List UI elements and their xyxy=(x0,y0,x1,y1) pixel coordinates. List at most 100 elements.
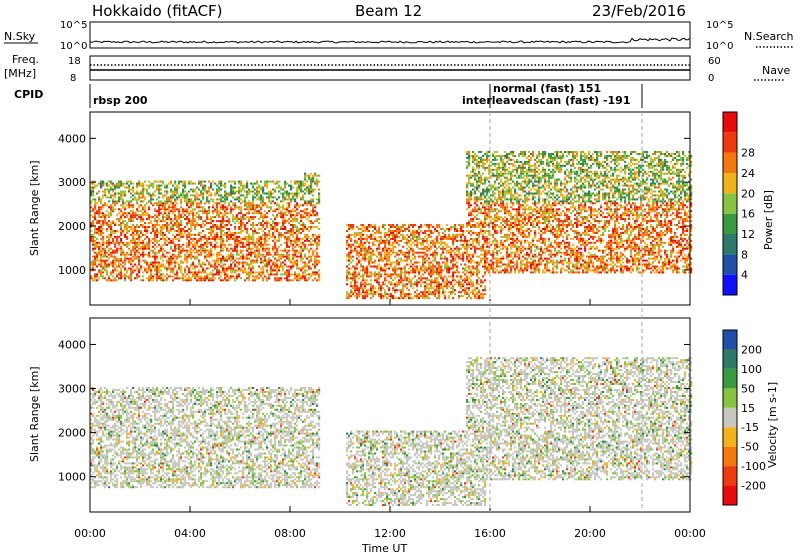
heat-cell xyxy=(180,228,183,230)
heat-cell xyxy=(356,261,359,264)
heat-cell xyxy=(234,239,237,242)
heat-cell xyxy=(262,243,265,246)
heat-cell xyxy=(444,265,447,268)
heat-cell xyxy=(120,204,123,207)
heat-cell xyxy=(482,155,485,157)
heat-cell xyxy=(146,190,149,193)
heat-cell xyxy=(424,259,427,262)
heat-cell xyxy=(202,180,205,183)
heat-cell xyxy=(484,237,487,240)
heat-cell xyxy=(232,247,235,250)
heat-cell xyxy=(172,228,175,230)
heat-cell xyxy=(394,291,397,294)
heat-cell xyxy=(120,263,123,266)
heat-cell xyxy=(198,182,201,185)
heat-cell xyxy=(480,174,483,177)
heat-cell xyxy=(476,231,479,234)
heat-cell xyxy=(356,273,359,276)
heat-cell xyxy=(196,273,199,276)
heat-cell xyxy=(154,261,157,264)
heat-cell xyxy=(248,275,251,278)
heat-cell xyxy=(402,245,405,248)
heat-cell xyxy=(300,269,303,272)
heat-cell xyxy=(164,249,167,252)
heat-cell xyxy=(132,259,135,262)
heat-cell xyxy=(120,257,123,260)
heat-cell xyxy=(232,216,235,219)
heat-cell xyxy=(434,253,437,256)
heat-cell xyxy=(106,222,109,225)
heat-cell xyxy=(142,188,145,191)
heat-cell xyxy=(114,277,117,280)
heat-cell xyxy=(232,267,235,270)
heat-cell xyxy=(246,228,249,230)
heat-cell xyxy=(240,231,243,234)
heat-cell xyxy=(182,212,185,215)
heat-cell xyxy=(484,273,487,276)
heat-cell xyxy=(478,271,481,274)
heat-cell xyxy=(398,283,401,286)
heat-cell xyxy=(482,230,485,232)
heat-cell xyxy=(128,218,131,221)
heat-cell xyxy=(114,208,117,211)
heat-cell xyxy=(360,285,363,288)
heat-cell xyxy=(438,241,441,244)
heat-cell xyxy=(222,271,225,274)
heat-cell xyxy=(396,283,399,286)
heat-cell xyxy=(212,180,215,183)
heat-cell xyxy=(216,228,219,230)
heat-cell xyxy=(246,180,249,183)
heat-cell xyxy=(396,228,399,230)
heat-cell xyxy=(310,210,313,213)
heat-cell xyxy=(470,261,473,264)
heat-cell xyxy=(154,190,157,193)
heat-cell xyxy=(196,257,199,260)
heat-cell xyxy=(284,190,287,193)
heat-cell xyxy=(406,255,409,258)
heat-cell xyxy=(356,257,359,260)
heat-cell xyxy=(316,263,319,266)
heat-cell xyxy=(246,204,249,207)
heat-cell xyxy=(130,251,133,254)
heat-cell xyxy=(296,204,299,207)
heat-cell xyxy=(140,241,143,244)
heat-cell xyxy=(400,257,403,260)
heat-cell xyxy=(120,237,123,240)
heat-cell xyxy=(318,233,321,236)
heat-cell xyxy=(254,261,257,264)
heat-cell xyxy=(296,237,299,240)
heat-cell xyxy=(224,208,227,211)
heat-cell xyxy=(434,255,437,258)
heat-cell xyxy=(318,279,321,282)
heat-cell xyxy=(314,180,317,183)
heat-cell xyxy=(224,273,227,276)
heat-cell xyxy=(200,206,203,209)
heat-cell xyxy=(266,269,269,272)
heat-cell xyxy=(430,235,433,238)
heat-cell xyxy=(398,257,401,260)
heat-cell xyxy=(126,245,129,248)
heat-cell xyxy=(174,190,177,193)
heat-cell xyxy=(126,269,129,272)
heat-cell xyxy=(234,243,237,246)
heat-cell xyxy=(370,289,373,292)
heat-cell xyxy=(214,273,217,276)
heat-cell xyxy=(460,243,463,246)
heat-cell xyxy=(126,204,129,207)
heat-cell xyxy=(198,180,201,183)
heat-cell xyxy=(390,265,393,268)
heat-cell xyxy=(476,233,479,236)
heat-cell xyxy=(298,192,301,195)
heat-cell xyxy=(90,200,93,203)
heat-cell xyxy=(262,214,265,217)
heat-cell xyxy=(206,241,209,244)
heat-cell xyxy=(256,204,259,207)
heat-cell xyxy=(348,255,351,258)
heat-cell xyxy=(394,235,397,238)
heat-cell xyxy=(240,220,243,223)
heat-cell xyxy=(478,233,481,236)
heat-cell xyxy=(310,186,313,189)
heat-cell xyxy=(422,241,425,244)
heat-cell xyxy=(134,196,137,199)
heat-cell xyxy=(286,255,289,258)
